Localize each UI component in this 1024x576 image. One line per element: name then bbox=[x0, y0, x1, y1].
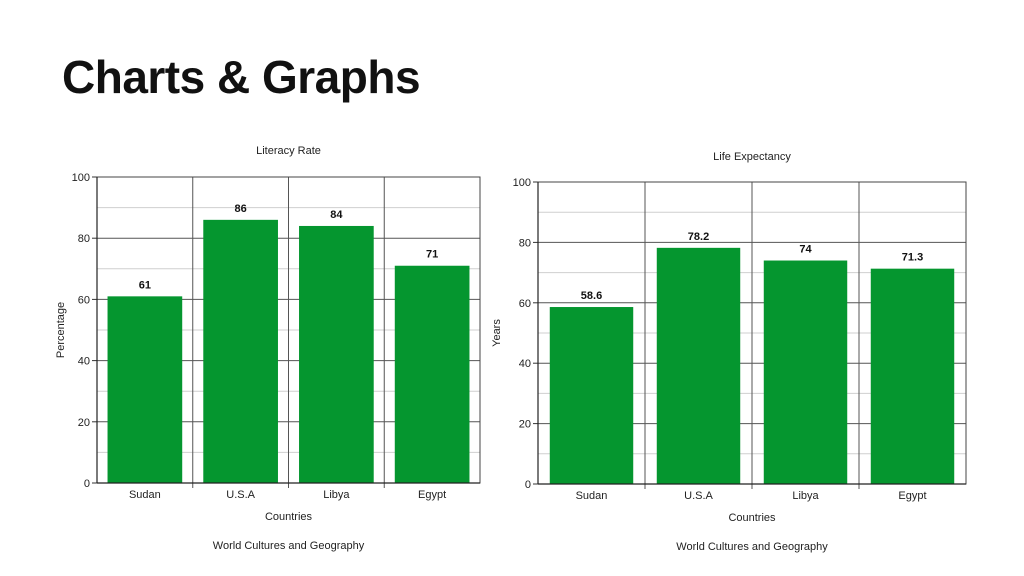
data-label: 86 bbox=[235, 203, 247, 215]
y-tick-label: 100 bbox=[72, 172, 90, 184]
bar bbox=[656, 247, 741, 484]
bar bbox=[763, 260, 848, 484]
data-label: 74 bbox=[799, 244, 812, 256]
data-label: 78.2 bbox=[688, 231, 709, 243]
x-tick-label: Sudan bbox=[129, 489, 161, 501]
data-label: 71.3 bbox=[902, 252, 923, 264]
y-tick-label: 80 bbox=[519, 237, 531, 249]
y-axis-title: Years bbox=[491, 319, 503, 347]
data-label: 61 bbox=[139, 279, 151, 291]
x-tick-label: U.S.A bbox=[226, 489, 255, 501]
x-tick-label: Egypt bbox=[898, 490, 926, 502]
y-axis-title: Percentage bbox=[55, 302, 67, 358]
bar bbox=[870, 268, 955, 484]
y-tick-label: 80 bbox=[78, 233, 90, 245]
x-axis-title: Countries bbox=[728, 512, 776, 524]
chart-title: Literacy Rate bbox=[256, 145, 321, 157]
y-tick-label: 100 bbox=[513, 177, 531, 189]
y-tick-label: 60 bbox=[519, 298, 531, 310]
y-tick-label: 40 bbox=[519, 358, 531, 370]
page-title: Charts & Graphs bbox=[62, 51, 421, 103]
x-tick-label: Egypt bbox=[418, 489, 446, 501]
y-tick-label: 0 bbox=[84, 478, 90, 490]
bar bbox=[107, 296, 183, 483]
x-tick-label: U.S.A bbox=[684, 490, 713, 502]
bar bbox=[394, 265, 470, 483]
y-tick-label: 20 bbox=[78, 417, 90, 429]
x-tick-label: Sudan bbox=[576, 490, 608, 502]
chart-footer: World Cultures and Geography bbox=[213, 540, 365, 552]
y-tick-label: 40 bbox=[78, 356, 90, 368]
bar bbox=[299, 225, 374, 483]
data-label: 58.6 bbox=[581, 290, 602, 302]
literacy-rate-chart: 0 20 40 60 80 100 61 Sudan 86 U.S.A 84 Libya 71 Egypt… bbox=[55, 145, 481, 552]
chart-title: Life Expectancy bbox=[713, 151, 791, 163]
data-label: 71 bbox=[426, 249, 438, 261]
y-tick-label: 20 bbox=[519, 419, 531, 431]
x-axis-title: Countries bbox=[265, 511, 313, 523]
y-tick-label: 60 bbox=[78, 294, 90, 306]
chart-footer: World Cultures and Geography bbox=[676, 541, 828, 553]
data-label: 84 bbox=[330, 209, 343, 221]
y-tick-label: 0 bbox=[525, 479, 531, 491]
x-tick-label: Libya bbox=[323, 489, 350, 501]
bar bbox=[549, 307, 634, 484]
bar bbox=[203, 219, 278, 483]
x-tick-label: Libya bbox=[792, 490, 819, 502]
